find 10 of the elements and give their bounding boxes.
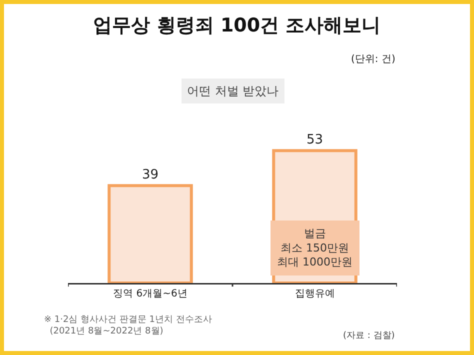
chart-subtitle: 어떤 처벌 받았나 — [187, 84, 279, 98]
text: ※ 1·2심 형사사건 판결문 1년치 전수조사 (2021년 8월~2022년 8월) — [44, 315, 212, 337]
data-label: 39 — [142, 168, 159, 183]
text: (자료 : 검찰) — [343, 331, 395, 341]
chart-title: 업무상 횡령죄 100건 조사해보니 — [93, 14, 381, 36]
data-label: 53 — [306, 132, 324, 148]
x-tick-label: 징역 6개월~6년 — [113, 288, 188, 300]
annotation: 벌금 최소 150만원 최대 1000만원 — [277, 227, 352, 269]
x-tick-label: 집행유예 — [294, 288, 335, 300]
text: (단위: 건) — [351, 54, 396, 65]
